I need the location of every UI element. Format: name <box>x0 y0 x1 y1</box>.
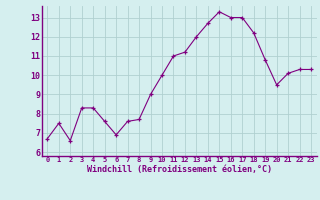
X-axis label: Windchill (Refroidissement éolien,°C): Windchill (Refroidissement éolien,°C) <box>87 165 272 174</box>
